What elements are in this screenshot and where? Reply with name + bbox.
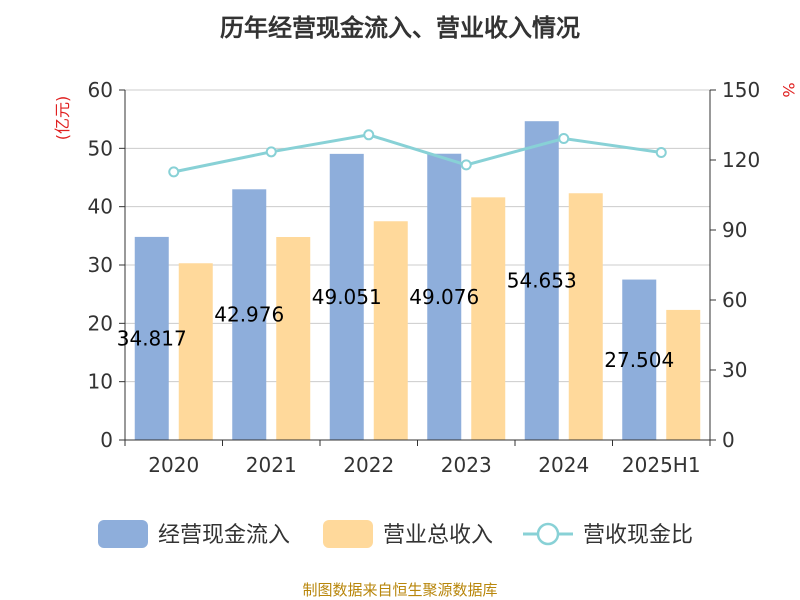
bar-data-label: 49.076 <box>409 285 479 309</box>
axes: 0 10 20 30 40 50 60 0 30 60 90 120 150 2020 2021 2022 20… <box>88 78 761 477</box>
legend-label-cash-inflow: 经营现金流入 <box>158 523 290 548</box>
bar-group <box>134 121 701 441</box>
legend-label-ratio: 营收现金比 <box>583 523 693 548</box>
bar-cash-inflow <box>622 279 657 440</box>
bar-revenue <box>666 309 701 440</box>
chart-title: 历年经营现金流入、营业收入情况 <box>220 14 580 42</box>
x-tick-label: 2023 <box>441 453 492 477</box>
bar-data-label: 49.051 <box>312 285 382 309</box>
y-left-tick-label: 30 <box>88 253 113 277</box>
bar-revenue <box>568 193 603 440</box>
y-right-tick-label: 90 <box>722 218 747 242</box>
bar-data-label: 54.653 <box>507 269 577 293</box>
legend-swatch-revenue <box>323 520 373 548</box>
ratio-point <box>460 159 472 171</box>
x-tick-label: 2024 <box>538 453 589 477</box>
legend-label-revenue: 营业总收入 <box>383 523 493 548</box>
y-right-tick-label: 150 <box>722 78 760 102</box>
y-left-tick-label: 50 <box>88 136 113 160</box>
line-series <box>168 129 667 178</box>
ratio-point <box>655 147 667 159</box>
left-axis-label: (亿元) <box>53 96 72 141</box>
x-tick-label: 2022 <box>343 453 394 477</box>
ratio-point <box>558 133 570 145</box>
y-left-tick-label: 40 <box>88 195 113 219</box>
bar-cash-inflow <box>232 189 267 440</box>
legend-swatch-cash-inflow <box>98 520 148 548</box>
legend: 经营现金流入 营业总收入 营收现金比 <box>98 520 693 548</box>
y-left-tick-label: 20 <box>88 311 113 335</box>
right-axis-label: % <box>779 82 798 97</box>
bar-cash-inflow <box>427 153 462 440</box>
y-right-tick-label: 60 <box>722 288 747 312</box>
x-tick-label: 2021 <box>246 453 297 477</box>
y-right-tick-label: 30 <box>722 358 747 382</box>
y-left-tick-label: 0 <box>100 428 113 452</box>
ratio-point <box>363 129 375 141</box>
bar-revenue <box>471 197 506 440</box>
bar-cash-inflow <box>524 121 559 441</box>
y-left-tick-label: 60 <box>88 78 113 102</box>
y-right-tick-label: 0 <box>722 428 735 452</box>
bar-data-label: 27.504 <box>604 348 674 372</box>
bar-data-label: 34.817 <box>117 326 187 350</box>
ratio-point <box>265 146 277 158</box>
ratio-point <box>168 166 180 178</box>
bar-cash-inflow <box>134 236 169 440</box>
data-labels: 34.817 42.976 49.051 49.076 54.653 27.504 <box>117 269 674 372</box>
y-right-tick-label: 120 <box>722 148 760 172</box>
ratio-line <box>173 133 662 174</box>
bar-cash-inflow <box>329 153 364 440</box>
legend-swatch-ratio-marker <box>536 522 560 546</box>
bar-data-label: 42.976 <box>214 303 284 327</box>
bar-revenue <box>276 237 311 440</box>
data-source: 制图数据来自恒生聚源数据库 <box>302 581 497 599</box>
bar-revenue <box>178 263 213 440</box>
x-tick-label: 2020 <box>148 453 199 477</box>
bar-revenue <box>373 221 408 440</box>
x-tick-label: 2025H1 <box>622 453 701 477</box>
y-left-tick-label: 10 <box>88 370 113 394</box>
